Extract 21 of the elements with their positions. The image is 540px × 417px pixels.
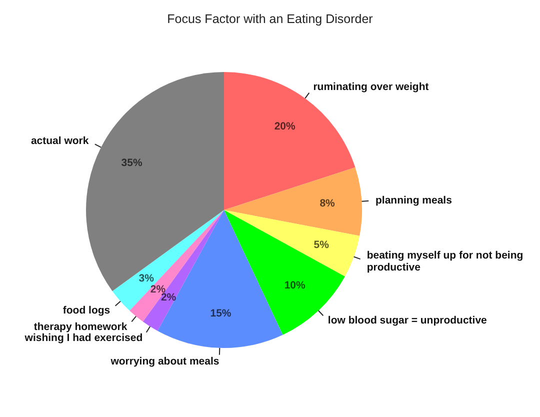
pie-slice: [224, 210, 360, 276]
data-label: 8%: [320, 198, 336, 210]
slice-label: worrying about meals: [110, 356, 220, 368]
pie-slice: [224, 167, 362, 236]
slice-label: food logs: [62, 304, 110, 316]
chart-title: Focus Factor with an Eating Disorder: [167, 12, 373, 26]
pie-slice: [112, 210, 224, 311]
data-label: 10%: [284, 279, 306, 292]
data-label: 2%: [160, 291, 177, 304]
data-label: 15%: [210, 307, 232, 320]
slice-label: low blood sugar = unproductive: [328, 314, 488, 327]
slice-label: ruminating over weight: [313, 81, 430, 94]
slice-label: wishing I had exercised: [24, 332, 143, 344]
slice-label: beating myself up for not being productive: [366, 249, 524, 274]
slice-label: planning meals: [376, 194, 452, 206]
data-label: 20%: [274, 120, 296, 132]
data-label: 3%: [138, 272, 155, 284]
data-label: 5%: [314, 239, 330, 252]
slice-label: therapy homework: [34, 320, 128, 333]
data-label: 35%: [121, 157, 143, 170]
slice-label: actual work: [30, 135, 89, 148]
